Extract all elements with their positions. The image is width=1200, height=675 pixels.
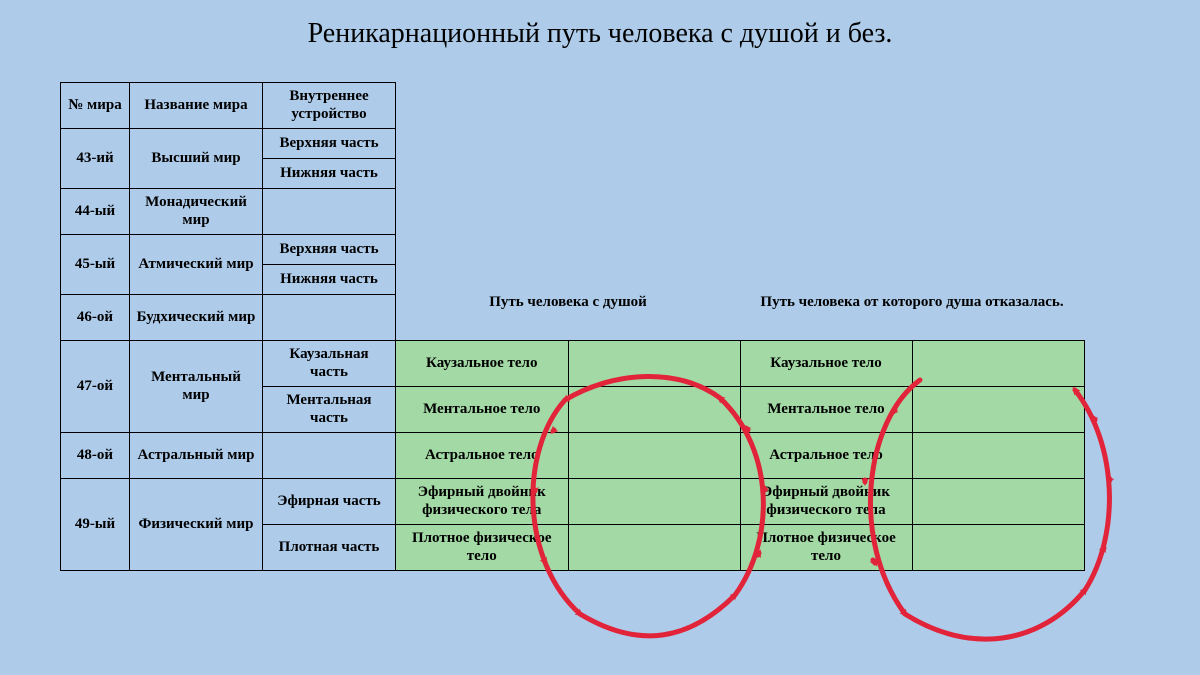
header-name: Название мира	[130, 83, 263, 129]
body-cell: Плотное физическое тело	[396, 525, 569, 571]
table-row: 49-ый Физический мир Эфирная часть Эфирн…	[61, 479, 1085, 525]
body-cell: Каузальное тело	[740, 341, 912, 387]
world-num: 43-ий	[61, 129, 130, 189]
world-name: Астральный мир	[130, 433, 263, 479]
path-label-without-soul: Путь человека от которого душа отказалас…	[740, 265, 1084, 341]
worlds-table: № мира Название мира Внутреннее устройст…	[60, 82, 1085, 571]
table-header-row: № мира Название мира Внутреннее устройст…	[61, 83, 1085, 129]
world-num: 46-ой	[61, 295, 130, 341]
table-row: 43-ий Высший мир Верхняя часть	[61, 129, 1085, 159]
world-part	[263, 433, 396, 479]
world-name: Будхический мир	[130, 295, 263, 341]
body-cell: Каузальное тело	[396, 341, 569, 387]
world-part: Каузальная часть	[263, 341, 396, 387]
world-num: 45-ый	[61, 235, 130, 295]
table-row: 45-ый Атмический мир Верхняя часть	[61, 235, 1085, 265]
body-cell: Астральное тело	[396, 433, 569, 479]
body-cell: Эфирный двойник физического тела	[396, 479, 569, 525]
world-part	[263, 295, 396, 341]
world-part: Верхняя часть	[263, 235, 396, 265]
table-container: № мира Название мира Внутреннее устройст…	[60, 82, 1085, 571]
table-row: 44-ый Монадический мир	[61, 189, 1085, 235]
spacer-cell	[568, 341, 740, 387]
table-row: 48-ой Астральный мир Астральное тело Аст…	[61, 433, 1085, 479]
path-label-with-soul: Путь человека с душой	[396, 265, 741, 341]
world-part: Нижняя часть	[263, 265, 396, 295]
table-row: 47-ой Ментальный мир Каузальная часть Ка…	[61, 341, 1085, 387]
world-part: Ментальная часть	[263, 387, 396, 433]
world-part: Верхняя часть	[263, 129, 396, 159]
body-cell: Ментальное тело	[396, 387, 569, 433]
world-name: Монадический мир	[130, 189, 263, 235]
spacer-cell	[912, 341, 1084, 387]
world-num: 48-ой	[61, 433, 130, 479]
world-part: Плотная часть	[263, 525, 396, 571]
header-num: № мира	[61, 83, 130, 129]
world-part: Нижняя часть	[263, 159, 396, 189]
body-cell: Астральное тело	[740, 433, 912, 479]
world-name: Физический мир	[130, 479, 263, 571]
world-part	[263, 189, 396, 235]
page-title: Реникарнационный путь человека с душой и…	[0, 0, 1200, 50]
body-cell: Ментальное тело	[740, 387, 912, 433]
world-num: 44-ый	[61, 189, 130, 235]
world-num: 47-ой	[61, 341, 130, 433]
world-num: 49-ый	[61, 479, 130, 571]
world-part: Эфирная часть	[263, 479, 396, 525]
header-part: Внутреннее устройство	[263, 83, 396, 129]
world-name: Ментальный мир	[130, 341, 263, 433]
world-name: Атмический мир	[130, 235, 263, 295]
body-cell: Плотное физическое тело	[740, 525, 912, 571]
body-cell: Эфирный двойник физического тела	[740, 479, 912, 525]
world-name: Высший мир	[130, 129, 263, 189]
